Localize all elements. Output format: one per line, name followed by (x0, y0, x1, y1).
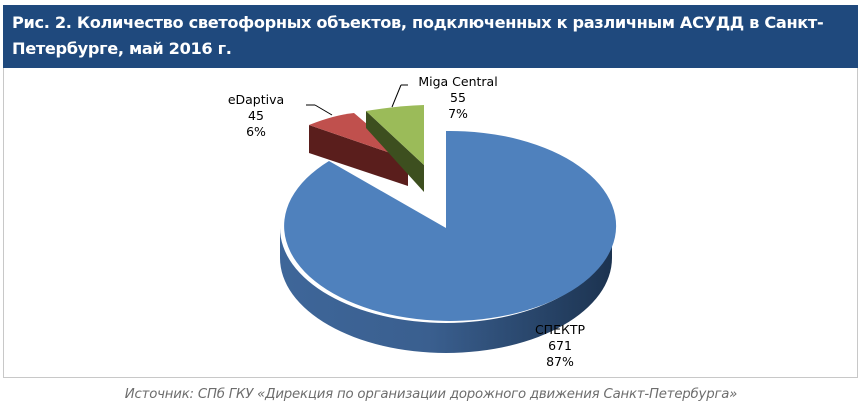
label-miga-central: Miga Central 55 7% (404, 74, 512, 122)
chart-title: Рис. 2. Количество светофорных объектов,… (12, 13, 824, 58)
label-edaptiva-value: 45 (248, 108, 264, 123)
source-caption: Источник: СПб ГКУ «Дирекция по организац… (124, 387, 738, 402)
label-edaptiva-name: eDaptiva (227, 92, 285, 107)
label-spektr: СПЕКТР 671 87% (512, 322, 608, 370)
label-spektr-name: СПЕКТР (534, 322, 586, 337)
pie-chart: eDaptiva 45 6% Miga Central 55 7% СПЕКТР… (4, 68, 857, 377)
label-spektr-value: 671 (548, 338, 572, 353)
slice-edaptiva (309, 113, 408, 186)
label-edaptiva: eDaptiva 45 6% (204, 92, 308, 140)
leader-line-edaptiva-2 (314, 104, 333, 116)
label-edaptiva-percent: 6% (246, 124, 266, 139)
slice-spektr (280, 130, 617, 353)
label-spektr-percent: 87% (546, 354, 574, 369)
label-miga-central-value: 55 (450, 90, 466, 105)
pie-chart-graphic (280, 84, 617, 353)
label-miga-central-name: Miga Central (418, 74, 498, 89)
slice-miga-central (366, 105, 424, 192)
leader-line-miga-2 (391, 84, 402, 108)
chart-title-banner: Рис. 2. Количество светофорных объектов,… (3, 5, 858, 68)
label-miga-central-percent: 7% (448, 106, 468, 121)
